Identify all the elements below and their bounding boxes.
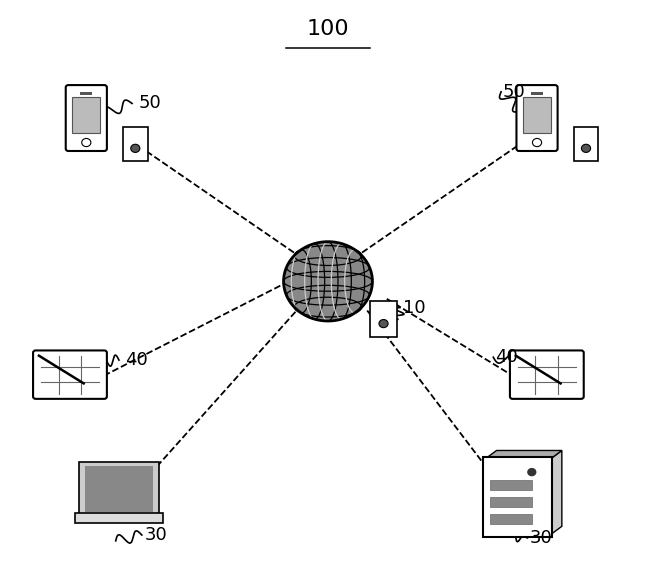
FancyBboxPatch shape xyxy=(33,350,107,399)
Bar xyxy=(490,514,533,524)
Circle shape xyxy=(82,138,91,146)
Circle shape xyxy=(131,144,140,152)
Text: 40: 40 xyxy=(495,348,518,366)
FancyBboxPatch shape xyxy=(75,513,163,523)
Bar xyxy=(490,481,533,490)
Text: 40: 40 xyxy=(125,351,148,369)
Circle shape xyxy=(581,144,590,152)
Bar xyxy=(573,127,598,161)
Text: 50: 50 xyxy=(138,94,161,113)
Bar xyxy=(123,127,148,161)
FancyBboxPatch shape xyxy=(66,85,107,151)
Bar xyxy=(72,97,100,133)
Bar xyxy=(531,92,543,96)
Bar xyxy=(85,466,153,512)
Text: 30: 30 xyxy=(529,529,552,547)
Bar xyxy=(523,97,551,133)
Text: 100: 100 xyxy=(307,19,349,39)
Circle shape xyxy=(528,469,536,476)
Bar xyxy=(490,497,533,507)
Circle shape xyxy=(379,319,388,328)
Text: 50: 50 xyxy=(502,83,525,101)
Circle shape xyxy=(533,138,542,146)
Text: 30: 30 xyxy=(145,526,168,544)
Circle shape xyxy=(283,241,373,321)
Polygon shape xyxy=(550,451,562,535)
FancyBboxPatch shape xyxy=(510,350,584,399)
FancyBboxPatch shape xyxy=(79,462,159,516)
FancyBboxPatch shape xyxy=(516,85,558,151)
Text: 10: 10 xyxy=(403,299,426,316)
Bar xyxy=(81,92,92,96)
Bar xyxy=(371,301,397,338)
FancyBboxPatch shape xyxy=(483,458,552,537)
Polygon shape xyxy=(485,451,562,459)
